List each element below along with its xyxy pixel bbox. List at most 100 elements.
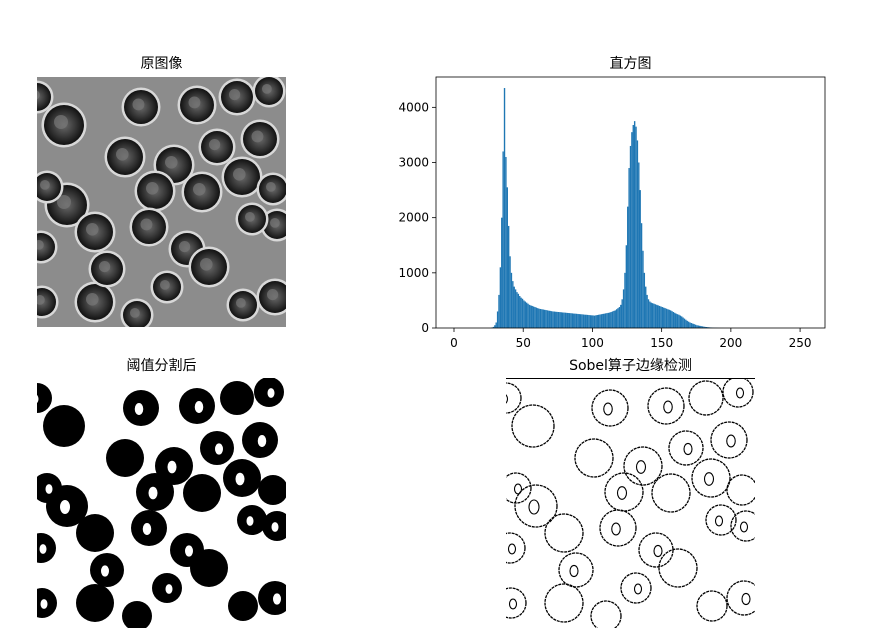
cell-edge bbox=[696, 590, 728, 622]
cell-edge bbox=[688, 380, 724, 416]
x-tick-label: 0 bbox=[450, 336, 458, 350]
cell-edge bbox=[544, 513, 584, 553]
cell-inner-edge bbox=[528, 499, 540, 515]
histogram-x-ticks: 0 50 100 150 200 250 bbox=[450, 328, 812, 350]
histogram-bar bbox=[513, 286, 515, 328]
histogram-bar bbox=[584, 314, 586, 328]
binary-cell-hole bbox=[101, 565, 109, 577]
cell-highlight bbox=[267, 289, 279, 301]
histogram-bar bbox=[512, 281, 514, 328]
cell-highlight bbox=[146, 182, 159, 195]
cell-edge bbox=[506, 587, 527, 619]
histogram-bar bbox=[643, 272, 646, 328]
histogram-bar bbox=[519, 296, 521, 328]
histogram-bar bbox=[610, 312, 612, 328]
blood-cell bbox=[37, 83, 51, 111]
histogram-bar bbox=[571, 313, 574, 328]
histogram-bar bbox=[541, 309, 543, 328]
histogram-bar bbox=[661, 307, 664, 328]
histogram-bar bbox=[697, 325, 700, 328]
binary-cell-hole bbox=[165, 584, 173, 594]
histogram-bar bbox=[602, 313, 604, 328]
histogram-bar bbox=[665, 308, 668, 328]
histogram-bar bbox=[505, 156, 507, 328]
histogram-bar bbox=[701, 326, 704, 328]
cell-edge bbox=[726, 474, 755, 506]
histogram-bar bbox=[492, 326, 495, 328]
cell-inner-edge bbox=[635, 460, 647, 474]
histogram-bar bbox=[653, 303, 655, 328]
histogram-bar bbox=[631, 132, 633, 328]
histogram-bar bbox=[640, 223, 643, 328]
histogram-bar bbox=[638, 162, 640, 328]
histogram-bar bbox=[674, 312, 676, 328]
histogram-bar bbox=[686, 320, 688, 328]
histogram-bar bbox=[703, 326, 705, 328]
cell-highlight bbox=[132, 98, 145, 111]
cell-highlight bbox=[57, 195, 71, 209]
histogram-bar bbox=[563, 312, 565, 328]
histogram-bar bbox=[658, 305, 661, 328]
histogram-bar bbox=[685, 319, 687, 328]
histogram-bar bbox=[553, 311, 556, 328]
histogram-bar bbox=[624, 272, 626, 328]
cell-edge bbox=[604, 472, 644, 512]
histogram-bar bbox=[499, 267, 502, 328]
binary-cell bbox=[183, 474, 221, 512]
binary-cell bbox=[258, 581, 286, 615]
binary-cell bbox=[76, 514, 114, 552]
histogram-bar bbox=[627, 206, 629, 328]
histogram-bar bbox=[573, 313, 575, 328]
cell-highlight bbox=[233, 168, 246, 181]
histogram-bar bbox=[614, 310, 616, 328]
cell-edge bbox=[574, 438, 614, 478]
x-tick-label: 250 bbox=[789, 336, 812, 350]
histogram-bar bbox=[517, 293, 520, 328]
x-tick-label: 50 bbox=[516, 336, 531, 350]
histogram-bar bbox=[566, 312, 568, 328]
cell-highlight bbox=[251, 130, 264, 143]
histogram-bar bbox=[683, 318, 686, 328]
cell-highlight bbox=[160, 280, 170, 290]
cell-edge bbox=[591, 389, 629, 427]
histogram-bar bbox=[530, 305, 532, 328]
cell-inner-edge bbox=[569, 564, 579, 578]
histogram-bar bbox=[668, 309, 670, 328]
histogram-bar bbox=[675, 313, 677, 328]
histogram-bar bbox=[503, 88, 506, 329]
x-tick-label: 100 bbox=[581, 336, 604, 350]
y-tick-label: 1000 bbox=[398, 266, 429, 280]
histogram-bar bbox=[617, 308, 619, 328]
histogram-bar bbox=[667, 309, 669, 328]
histogram-bar bbox=[498, 294, 500, 328]
binary-cell-hole bbox=[45, 484, 53, 494]
histogram-bar bbox=[629, 145, 632, 328]
histogram-bar bbox=[696, 325, 698, 328]
histogram-bar bbox=[543, 309, 546, 328]
cell-highlight bbox=[130, 308, 140, 318]
cell-highlight bbox=[165, 156, 178, 169]
histogram-bar bbox=[560, 312, 562, 328]
histogram-bars bbox=[491, 88, 724, 329]
histogram-bar bbox=[495, 322, 497, 328]
histogram-bar bbox=[693, 324, 695, 328]
binary-cell bbox=[37, 533, 56, 563]
cell-inner-edge bbox=[506, 394, 509, 404]
y-tick-label: 2000 bbox=[398, 211, 429, 225]
histogram-bar bbox=[646, 294, 648, 328]
histogram-bar bbox=[647, 299, 650, 328]
histogram-bar bbox=[636, 140, 639, 328]
threshold-image-canvas bbox=[37, 378, 286, 628]
histogram-bar bbox=[690, 323, 693, 328]
histogram-bar bbox=[561, 312, 564, 328]
histogram-bar bbox=[635, 126, 637, 328]
blood-cell bbox=[37, 288, 56, 316]
histogram-y-ticks: 0 1000 2000 3000 4000 bbox=[398, 100, 436, 335]
binary-cell bbox=[190, 549, 228, 587]
cell-highlight bbox=[37, 240, 44, 250]
histogram-bar bbox=[596, 315, 598, 328]
binary-cell-hole bbox=[215, 443, 223, 455]
histogram-bar bbox=[542, 309, 544, 328]
histogram-bar bbox=[545, 310, 547, 328]
histogram-bar bbox=[582, 314, 585, 328]
